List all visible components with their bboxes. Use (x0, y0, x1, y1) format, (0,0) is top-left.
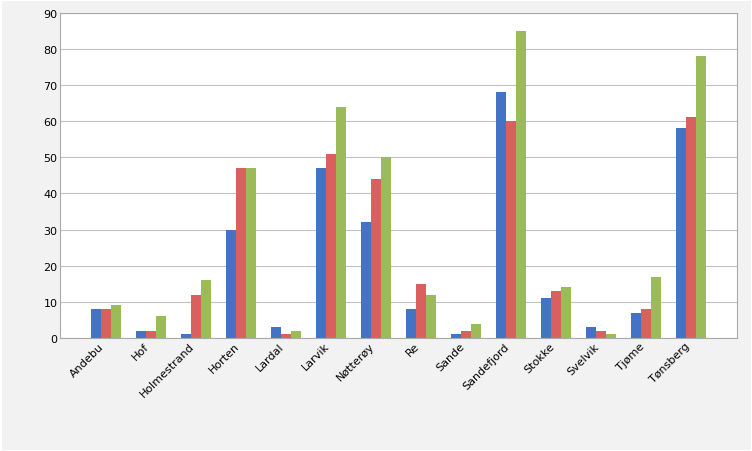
Bar (336, 107, 346, 338)
Bar (381, 158, 391, 338)
Bar (201, 281, 211, 338)
Bar (551, 291, 561, 338)
Bar (416, 284, 426, 338)
Bar (316, 169, 326, 338)
Bar (541, 299, 551, 338)
Bar (471, 324, 481, 338)
Bar (181, 335, 191, 338)
Bar (156, 317, 165, 338)
Bar (361, 223, 371, 338)
Bar (91, 309, 101, 338)
Bar (596, 331, 606, 338)
Bar (506, 122, 516, 338)
Bar (516, 32, 526, 338)
Bar (281, 335, 291, 338)
Bar (496, 93, 506, 338)
Bar (426, 295, 436, 338)
Bar (641, 309, 651, 338)
Bar (587, 327, 596, 338)
Bar (291, 331, 301, 338)
Bar (246, 169, 256, 338)
Bar (406, 309, 416, 338)
Bar (271, 327, 281, 338)
Bar (191, 295, 201, 338)
Bar (687, 118, 696, 338)
Bar (461, 331, 471, 338)
Bar (696, 57, 706, 338)
Bar (651, 277, 661, 338)
Bar (632, 313, 641, 338)
Bar (606, 335, 616, 338)
Bar (101, 309, 111, 338)
Bar (451, 335, 461, 338)
Bar (326, 154, 336, 338)
Bar (677, 129, 687, 338)
Bar (136, 331, 146, 338)
Bar (146, 331, 156, 338)
Bar (226, 230, 236, 338)
Bar (111, 306, 120, 338)
Bar (236, 169, 246, 338)
Bar (371, 179, 381, 338)
Bar (561, 288, 571, 338)
